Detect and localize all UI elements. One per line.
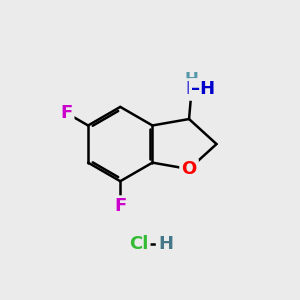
- Text: H: H: [185, 71, 199, 89]
- Text: H: H: [158, 235, 173, 253]
- Text: N: N: [186, 80, 201, 98]
- Text: –H: –H: [191, 80, 215, 98]
- Text: O: O: [182, 160, 197, 178]
- Text: F: F: [114, 197, 126, 215]
- Text: Cl: Cl: [129, 235, 148, 253]
- Text: F: F: [60, 104, 72, 122]
